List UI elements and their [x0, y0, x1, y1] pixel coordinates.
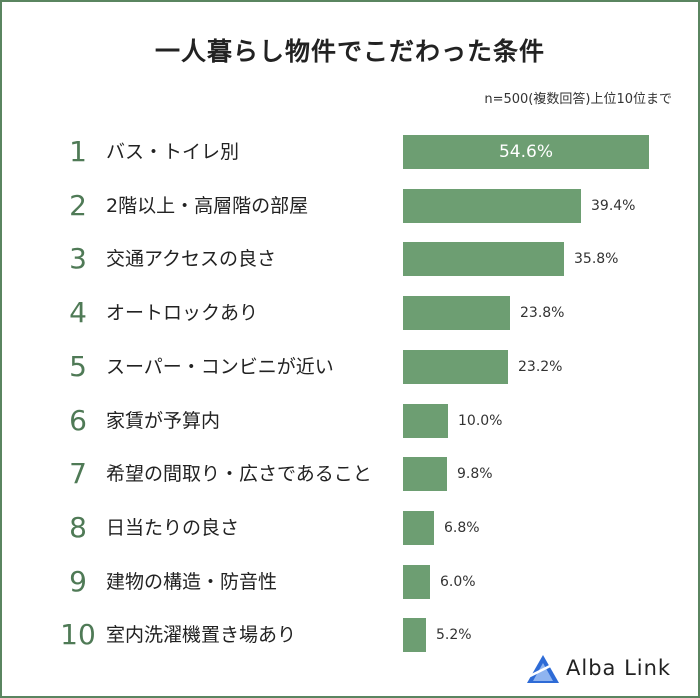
- value-label: 39.4%: [591, 198, 636, 214]
- rank-number: 6: [69, 404, 87, 437]
- bar: [403, 350, 508, 384]
- value-label: 23.8%: [520, 305, 565, 321]
- bar: [403, 457, 447, 491]
- chart-subtitle: n=500(複数回答)上位10位まで: [484, 92, 672, 107]
- category-label: 室内洗濯機置き場あり: [106, 624, 297, 646]
- value-label: 6.0%: [440, 574, 476, 590]
- bar: [403, 296, 510, 330]
- value-label: 6.8%: [444, 520, 480, 536]
- category-label: 日当たりの良さ: [106, 517, 240, 539]
- alba-link-logo-icon: [527, 655, 559, 683]
- bar-row: 1 バス・トイレ別 54.6%: [2, 135, 698, 169]
- value-label: 23.2%: [518, 359, 563, 375]
- chart-title: 一人暮らし物件でこだわった条件: [154, 37, 545, 66]
- rank-number: 4: [69, 296, 87, 329]
- bar-row: 8 日当たりの良さ 6.8%: [2, 511, 698, 545]
- bar-row: 4 オートロックあり 23.8%: [2, 296, 698, 330]
- value-label: 9.8%: [457, 466, 493, 482]
- rank-number: 8: [69, 511, 87, 544]
- value-label: 5.2%: [436, 627, 472, 643]
- value-label: 35.8%: [574, 251, 619, 267]
- rank-number: 1: [69, 135, 87, 168]
- category-label: バス・トイレ別: [106, 141, 240, 163]
- bar: [403, 135, 649, 169]
- category-label: オートロックあり: [106, 302, 259, 324]
- bar: [403, 511, 434, 545]
- category-label: 交通アクセスの良さ: [106, 248, 277, 270]
- bar-row: 5 スーパー・コンビニが近い 23.2%: [2, 350, 698, 384]
- bar: [403, 189, 581, 223]
- rank-number: 2: [69, 189, 87, 222]
- value-label: 10.0%: [458, 413, 503, 429]
- value-label: 54.6%: [498, 142, 553, 162]
- logo-text: Alba Link: [566, 656, 672, 680]
- bar: [403, 565, 430, 599]
- category-label: 希望の間取り・広さであること: [106, 463, 372, 485]
- category-label: 建物の構造・防音性: [106, 571, 278, 593]
- rank-number: 10: [60, 618, 96, 651]
- bar-row: 9 建物の構造・防音性 6.0%: [2, 565, 698, 599]
- bar-row: 7 希望の間取り・広さであること 9.8%: [2, 457, 698, 491]
- rank-number: 9: [69, 565, 87, 598]
- bar-row: 6 家賃が予算内 10.0%: [2, 404, 698, 438]
- category-label: 家賃が予算内: [106, 410, 221, 432]
- rank-number: 5: [69, 350, 87, 383]
- rank-number: 3: [69, 242, 87, 275]
- bar: [403, 404, 448, 438]
- bar: [403, 242, 564, 276]
- bar-row: 10 室内洗濯機置き場あり 5.2%: [2, 618, 698, 652]
- category-label: 2階以上・高層階の部屋: [106, 195, 309, 217]
- bar-row: 2 2階以上・高層階の部屋 39.4%: [2, 189, 698, 223]
- rank-number: 7: [69, 457, 87, 490]
- alba-link-logo: Alba Link: [526, 652, 686, 688]
- category-label: スーパー・コンビニが近い: [106, 356, 334, 378]
- bar: [403, 618, 426, 652]
- bar-row: 3 交通アクセスの良さ 35.8%: [2, 242, 698, 276]
